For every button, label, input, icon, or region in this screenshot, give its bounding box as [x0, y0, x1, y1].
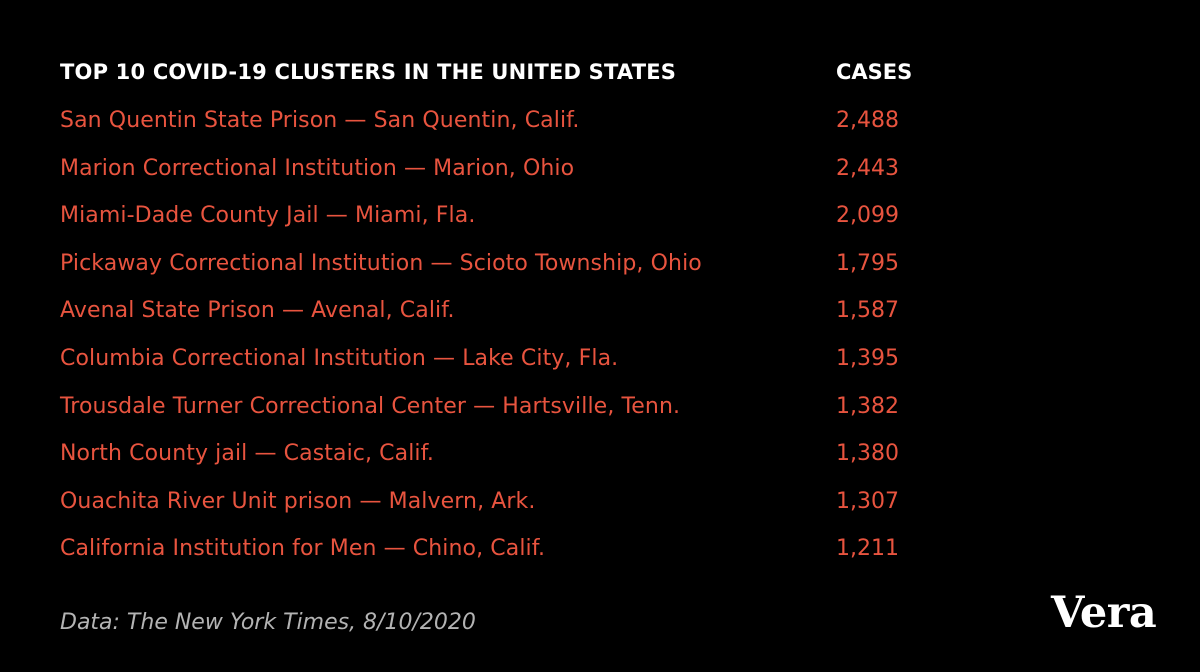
facility-name: San Quentin State Prison — San Quentin, … — [60, 108, 580, 133]
table-row: Miami-Dade County Jail — Miami, Fla. 2,09… — [60, 203, 1140, 251]
facility-name: Marion Correctional Institution — Marion… — [60, 155, 575, 181]
facility-name: Avenal State Prison — Avenal, Calif. — [60, 298, 455, 324]
table-row: Marion Correctional Institution — Marion… — [60, 156, 1140, 204]
facility-name: North County jail — Castaic, Calif. — [60, 441, 434, 467]
table-row: California Institution for Men — Chino, … — [60, 536, 1140, 584]
table-body: San Quentin State Prison — San Quentin, … — [60, 108, 1140, 584]
facility-name: Ouachita River Unit prison — Malvern, Ar… — [60, 488, 536, 514]
case-count: 1,382 — [836, 393, 899, 419]
case-count: 1,211 — [836, 536, 899, 562]
facility-name: Trousdale Turner Correctional Center — H… — [60, 393, 681, 419]
case-count: 1,307 — [836, 488, 899, 514]
case-count: 2,099 — [836, 203, 899, 229]
case-count: 1,380 — [836, 441, 899, 467]
table-row: Ouachita River Unit prison — Malvern, Ar… — [60, 489, 1140, 537]
table-row: Columbia Correctional Institution — Lake… — [60, 346, 1140, 394]
case-count: 1,587 — [836, 298, 899, 324]
facility-name: California Institution for Men — Chino, … — [60, 536, 546, 562]
case-count: 1,795 — [836, 250, 899, 276]
case-count: 2,488 — [836, 108, 899, 133]
case-count: 2,443 — [836, 155, 899, 181]
facility-name: Miami-Dade County Jail — Miami, Fla. — [60, 203, 476, 229]
facility-name: Columbia Correctional Institution — Lake… — [60, 345, 619, 371]
cases-column-header: CASES — [836, 60, 913, 84]
source-note: Data: The New York Times, 8/10/2020 — [60, 610, 476, 635]
table-row: Avenal State Prison — Avenal, Calif. 1,58… — [60, 298, 1140, 346]
table-header: TOP 10 COVID-19 CLUSTERS IN THE UNITED S… — [60, 60, 1140, 96]
table-row: North County jail — Castaic, Calif. 1,380 — [60, 441, 1140, 489]
facility-name: Pickaway Correctional Institution — Scio… — [60, 250, 702, 276]
table-title: TOP 10 COVID-19 CLUSTERS IN THE UNITED S… — [60, 60, 677, 84]
table-row: San Quentin State Prison — San Quentin, … — [60, 108, 1140, 156]
case-count: 1,395 — [836, 345, 899, 371]
vera-logo: Vera — [1051, 588, 1157, 638]
table-row: Pickaway Correctional Institution — Scio… — [60, 251, 1140, 299]
table-row: Trousdale Turner Correctional Center — H… — [60, 394, 1140, 442]
